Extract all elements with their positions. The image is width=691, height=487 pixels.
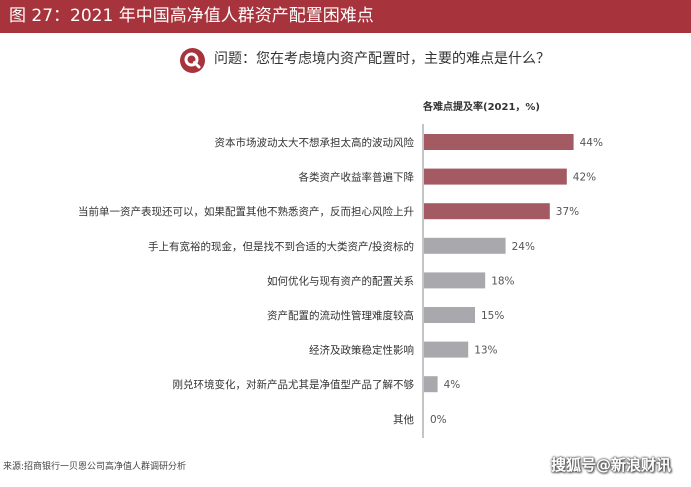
bar [424,134,574,150]
source-note: 来源:招商银行一贝恩公司高净值人群调研分析 [3,462,187,472]
bar [424,168,567,185]
value-label: 18% [491,275,514,287]
value-label: 42% [573,172,596,184]
category-label: 资产配置的流动性管理难度较高 [267,309,414,322]
value-label: 24% [512,241,535,253]
bar [424,272,486,289]
category-label: 如何优化与现有资产的配置关系 [267,274,414,287]
figure-header: 图 27：2021 年中国高净值人群资产配置困难点 [0,0,691,33]
value-label: 0% [430,414,447,426]
category-label: 其他 [393,413,414,426]
category-label: 资本市场波动太大不想承担太高的波动风险 [215,136,415,149]
category-label: 刚兑环境变化，对新产品尤其是净值型产品了解不够 [173,378,415,391]
value-label: 13% [474,345,497,357]
category-label: 手上有宽裕的现金，但是找不到合适的大类资产/投资标的 [148,240,414,253]
value-axis-label: 各难点提及率(2021，%) [423,102,540,113]
category-label: 各类资产收益率普遍下降 [299,171,415,184]
bar [424,307,475,323]
bar [424,376,438,393]
value-label: 44% [580,137,603,149]
value-label: 15% [481,310,504,322]
question-icon [180,48,205,73]
bar [424,203,550,220]
bar [424,237,506,254]
watermark: 搜狐号@新浪财讯 [551,456,672,474]
category-label: 当前单一资产表现还可以，如果配置其他不熟悉资产，反而担心风险上升 [78,205,414,218]
value-label: 4% [444,379,461,391]
category-label: 经济及政策稳定性影响 [309,344,414,357]
bar [424,341,469,358]
survey-question: 问题：您在考虑境内资产配置时，主要的难点是什么？ [214,51,550,67]
value-label: 37% [556,206,579,218]
figure-title: 图 27：2021 年中国高净值人群资产配置困难点 [9,6,374,26]
